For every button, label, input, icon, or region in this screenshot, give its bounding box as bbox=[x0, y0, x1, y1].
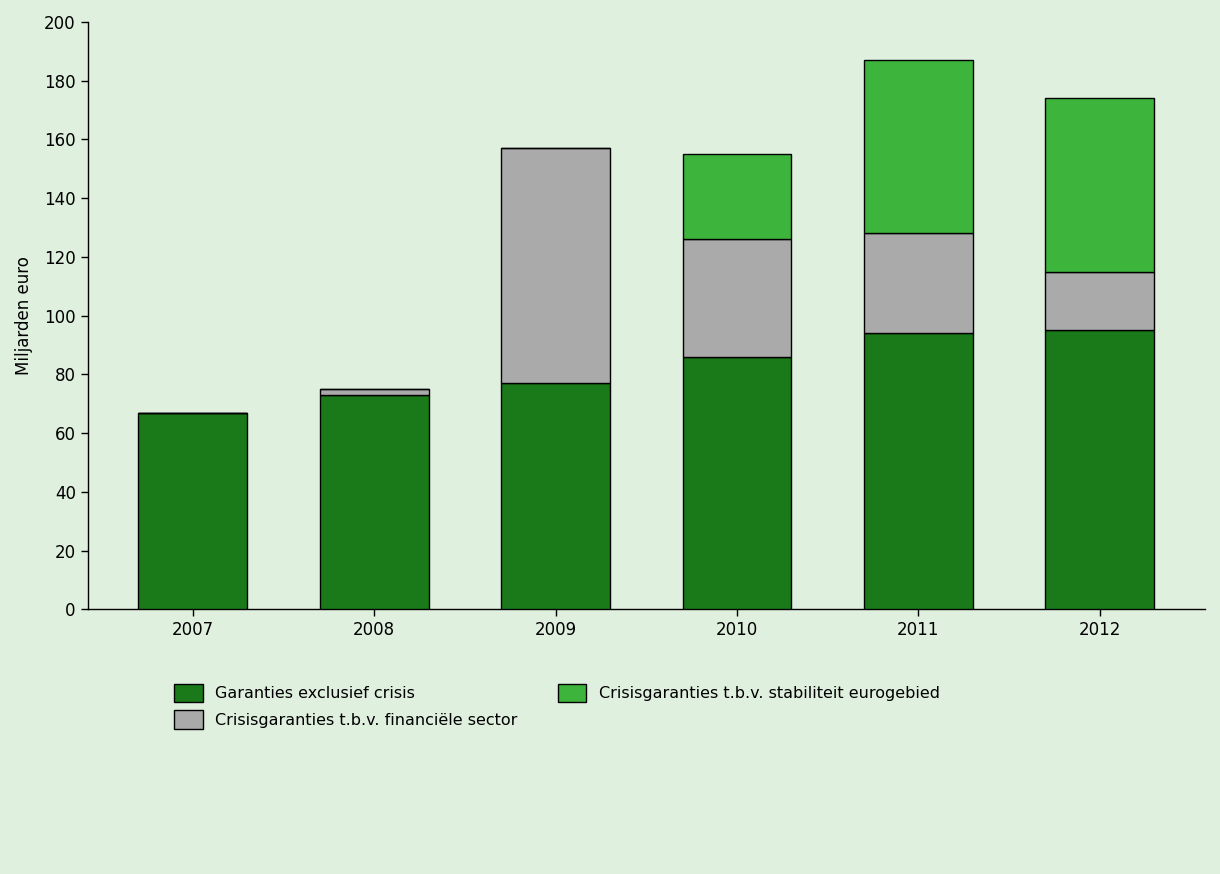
Bar bbox=[1046, 330, 1154, 609]
Bar bbox=[138, 413, 248, 609]
Legend: Garanties exclusief crisis, Crisisgaranties t.b.v. financiële sector, Crisisgara: Garanties exclusief crisis, Crisisgarant… bbox=[166, 676, 948, 737]
Bar bbox=[683, 154, 792, 239]
Y-axis label: Miljarden euro: Miljarden euro bbox=[15, 256, 33, 375]
Bar bbox=[1046, 99, 1154, 272]
Bar bbox=[864, 233, 972, 333]
Bar bbox=[501, 383, 610, 609]
Bar bbox=[864, 333, 972, 609]
Bar bbox=[320, 395, 428, 609]
Bar bbox=[1046, 272, 1154, 330]
Bar bbox=[683, 357, 792, 609]
Bar bbox=[320, 389, 428, 395]
Bar bbox=[864, 60, 972, 233]
Bar bbox=[501, 149, 610, 383]
Bar bbox=[683, 239, 792, 357]
